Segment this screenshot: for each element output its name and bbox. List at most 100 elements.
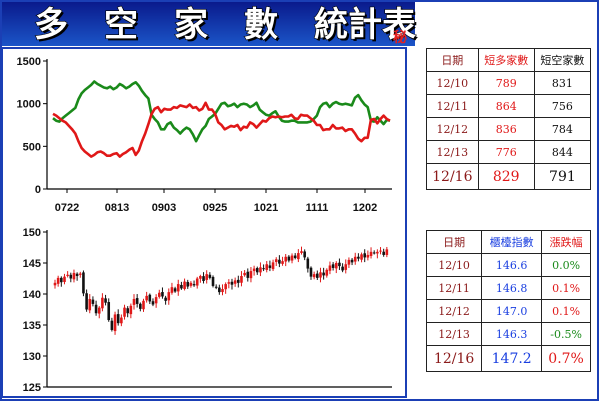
value-cell: 844 [533,140,592,164]
table-row: 12/11 864 756 [426,94,592,118]
title-char-shadow: 數 [246,7,280,47]
x-tick-label: 0903 [152,202,176,214]
date-cell: 12/12 [425,299,483,323]
candle-body [366,254,370,258]
candle-body [186,281,190,287]
candle-body [151,301,155,305]
date-cell: 12/13 [425,322,483,346]
table-row: 12/10 789 831 [426,71,592,95]
candle-body [72,272,76,280]
candle-body [205,274,208,280]
table-header-cell: 日期 [426,48,479,72]
value-cell: 829 [477,163,535,190]
value-cell: 756 [533,94,592,118]
secret-stamp: 秘 [393,29,407,46]
candle-body [344,264,348,270]
chart-panel-border [1,47,407,398]
candle-body [306,258,310,269]
title-char: 多 [34,5,68,45]
candle-body [278,259,281,264]
candle-body [293,255,297,259]
candle-body [271,262,275,270]
x-tick-label: 1021 [254,202,278,214]
title-char: 家 [174,5,208,45]
candle-body [164,297,167,301]
table-row: 12/13 776 844 [426,140,592,164]
candle-body [180,284,183,289]
candle-body [379,250,382,252]
table-header-cell: 短多家數 [477,48,535,72]
x-tick-label: 0813 [105,202,129,214]
candle-body [360,254,363,260]
candle-body [363,253,367,258]
x-tick-label: 0722 [55,202,79,214]
candle-body [78,273,82,275]
candle-body [199,276,202,279]
date-cell: 12/11 [425,276,483,300]
candle-body [123,307,126,317]
candle-body [230,281,234,285]
candle-body [142,300,145,310]
candle-body [94,304,98,314]
candle-body [252,268,256,272]
value-cell: 147.2 [481,345,543,372]
candle-body [208,274,212,278]
candle-body [249,271,253,279]
candle-body [154,297,158,304]
candle-body [161,292,164,297]
candle-body [129,305,133,315]
candle-body [300,251,303,253]
candle-body [221,289,224,293]
candle-body [240,276,243,283]
candle-body [113,314,117,332]
candle-body [243,272,246,276]
candle-body [101,297,104,309]
candle-body [97,307,101,314]
y-tick-label: 135 [23,320,41,332]
candle-body [303,251,306,258]
candle-body [237,279,240,283]
candle-body [297,253,300,260]
candle-body [357,256,360,259]
chart-breadth-lines: 0 500 1000 1500 0722 0813 0903 0925 1021 1111 1202 [17,56,392,214]
index-table: 日期 櫃檯指數 漲跌幅 12/10 146.6 0.0% 12/11 146.8 0.1% 12/… [425,230,591,372]
date-cell: 12/12 [426,117,479,141]
title-char-shadow: 統計表 [316,7,418,47]
title-banner [2,2,415,46]
y-tick-label: 145 [23,258,41,270]
y-tick-label: 1500 [17,56,41,68]
title-char-shadow: 家 [176,7,210,47]
candle-body [202,276,205,281]
value-cell: 791 [533,163,592,190]
candle-body [173,288,177,292]
candle-body [170,287,174,293]
candle-body [372,252,376,254]
candle-body [259,267,262,273]
candle-body [75,273,79,277]
candle-body [331,264,335,268]
value-cell: 146.3 [481,322,543,346]
candle-body [69,274,73,279]
y-tick-label: 150 [23,227,41,239]
candle-body [341,266,344,271]
candle-body [369,251,373,256]
candle-body [325,269,329,276]
candle-body [56,277,60,284]
date-cell: 12/10 [425,253,483,277]
candle-body [246,271,250,278]
table-row: 12/16 147.2 0.7% [425,345,591,372]
table-header-cell: 漲跌幅 [541,230,591,254]
candle-body [60,277,63,283]
candle-body [227,282,231,284]
candle-body [281,261,284,264]
value-cell: 0.7% [541,345,591,372]
table-row: 12/11 146.8 0.1% [425,276,591,300]
candle-body [132,298,136,305]
table-header-cell: 短空家數 [533,48,592,72]
candle-body [262,268,265,270]
candle-body [218,287,221,293]
candle-body [382,251,385,255]
candle-body [224,284,227,290]
